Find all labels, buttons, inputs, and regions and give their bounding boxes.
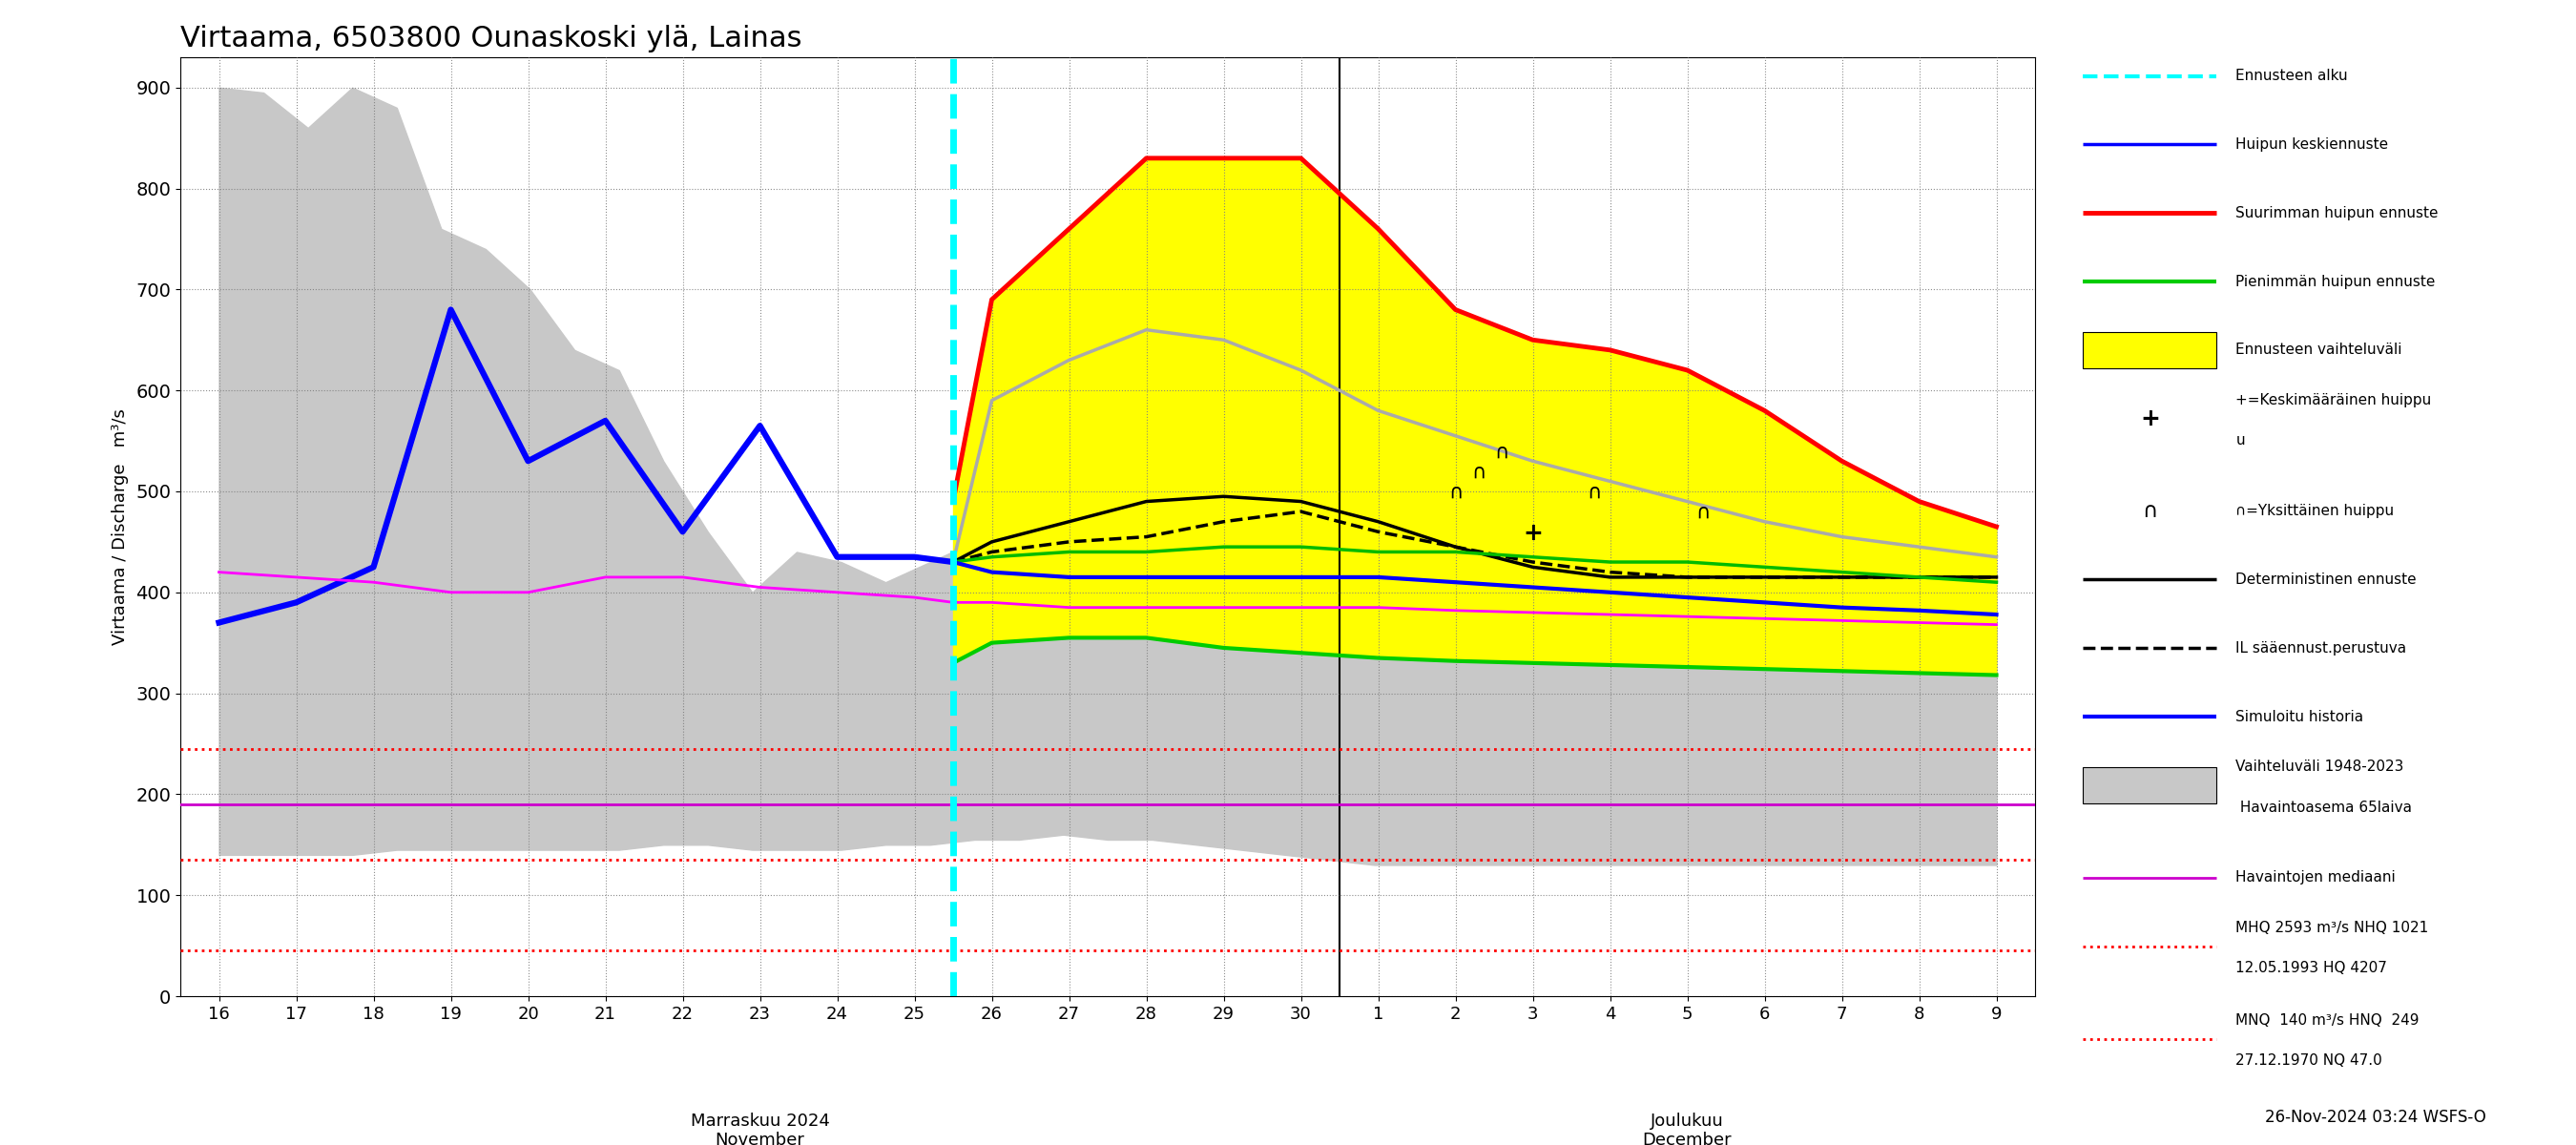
- Text: Virtaama, 6503800 Ounaskoski ylä, Lainas: Virtaama, 6503800 Ounaskoski ylä, Lainas: [180, 25, 801, 53]
- Text: Simuloitu historia: Simuloitu historia: [2236, 710, 2365, 724]
- Text: ∩: ∩: [2143, 502, 2159, 521]
- Text: Joulukuu
December: Joulukuu December: [1643, 1112, 1731, 1145]
- Text: ∩: ∩: [1471, 463, 1486, 481]
- Text: ∩: ∩: [1695, 503, 1710, 522]
- Text: 12.05.1993 HQ 4207: 12.05.1993 HQ 4207: [2236, 961, 2388, 976]
- Text: +: +: [2141, 408, 2159, 431]
- Text: +=Keskimääräinen huippu: +=Keskimääräinen huippu: [2236, 394, 2432, 408]
- Text: Deterministinen ennuste: Deterministinen ennuste: [2236, 572, 2416, 586]
- Text: Huipun keskiennuste: Huipun keskiennuste: [2236, 137, 2388, 151]
- Text: MNQ  140 m³/s HNQ  249: MNQ 140 m³/s HNQ 249: [2236, 1013, 2419, 1028]
- Text: 27.12.1970 NQ 47.0: 27.12.1970 NQ 47.0: [2236, 1053, 2383, 1068]
- Bar: [2084, 332, 2215, 369]
- Text: +: +: [1522, 522, 1543, 545]
- Text: MHQ 2593 m³/s NHQ 1021: MHQ 2593 m³/s NHQ 1021: [2236, 921, 2429, 935]
- Text: Havaintojen mediaani: Havaintojen mediaani: [2236, 870, 2396, 885]
- Text: Suurimman huipun ennuste: Suurimman huipun ennuste: [2236, 206, 2439, 220]
- Text: IL sääennust.perustuva: IL sääennust.perustuva: [2236, 641, 2406, 655]
- Bar: [2084, 767, 2215, 804]
- Text: Ennusteen vaihteluväli: Ennusteen vaihteluväli: [2236, 344, 2403, 357]
- Text: u: u: [2236, 434, 2244, 448]
- Text: ∩=Yksittäinen huippu: ∩=Yksittäinen huippu: [2236, 504, 2393, 519]
- Text: Ennusteen alku: Ennusteen alku: [2236, 69, 2347, 84]
- Text: ∩: ∩: [1587, 482, 1602, 502]
- Text: ∩: ∩: [1448, 482, 1463, 502]
- Text: Marraskuu 2024
November: Marraskuu 2024 November: [690, 1112, 829, 1145]
- Text: Havaintoasema 65laiva: Havaintoasema 65laiva: [2236, 800, 2411, 814]
- Y-axis label: Virtaama / Discharge   m³/s: Virtaama / Discharge m³/s: [111, 409, 129, 645]
- Text: Vaihteluväli 1948-2023: Vaihteluväli 1948-2023: [2236, 760, 2403, 774]
- Text: Pienimmän huipun ennuste: Pienimmän huipun ennuste: [2236, 275, 2434, 289]
- Text: 26-Nov-2024 03:24 WSFS-O: 26-Nov-2024 03:24 WSFS-O: [2264, 1108, 2486, 1126]
- Text: ∩: ∩: [1494, 442, 1510, 461]
